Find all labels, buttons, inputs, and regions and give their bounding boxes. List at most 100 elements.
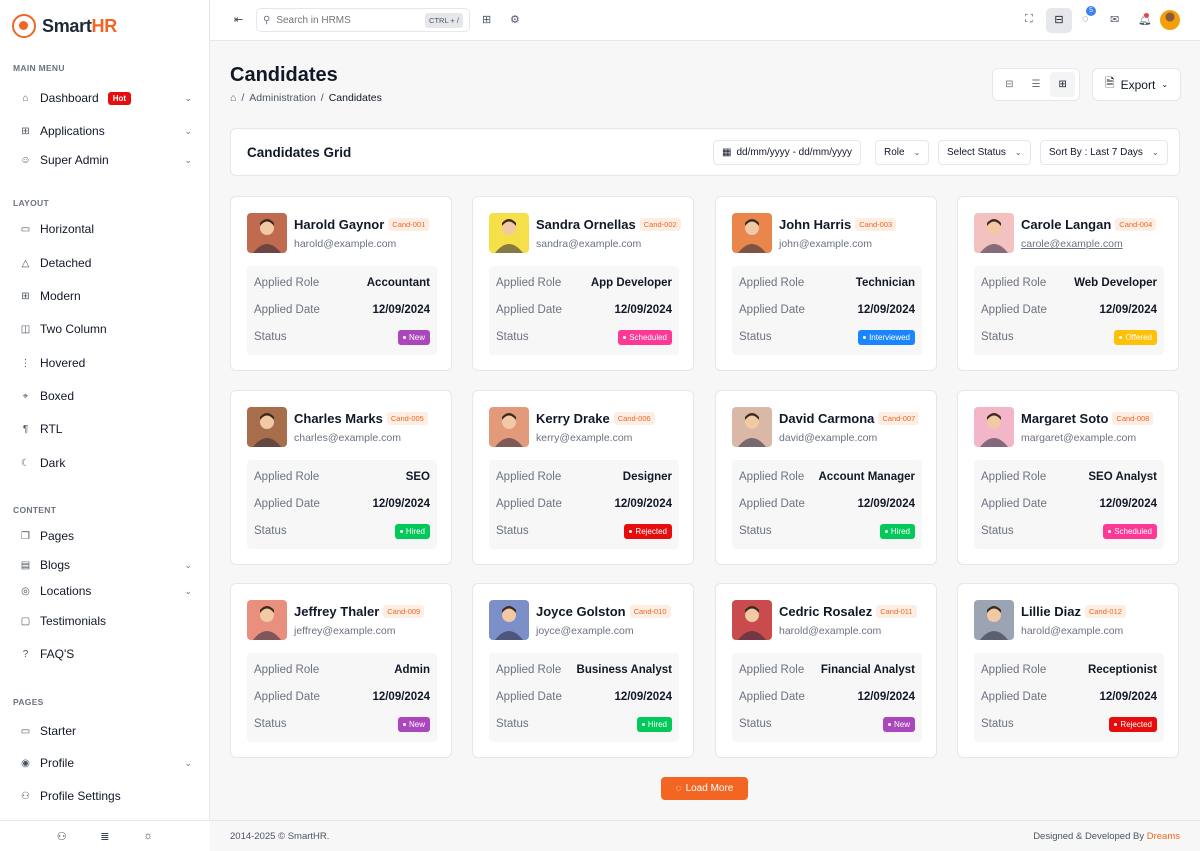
collapse-sidebar-icon[interactable]: ⇤ — [234, 14, 244, 26]
user-avatar[interactable] — [1160, 10, 1180, 30]
logo[interactable]: SmartHR — [12, 12, 117, 40]
candidate-photo[interactable] — [489, 600, 529, 640]
candidate-name[interactable]: Margaret Soto Cand-008 — [1021, 411, 1154, 426]
sidebar-item-profile[interactable]: ◉ Profile ⌄ — [21, 756, 192, 770]
breadcrumb-administration[interactable]: Administration — [249, 92, 316, 104]
candidate-card[interactable]: Carole Langan Cand-004 carole@example.com A… — [957, 196, 1179, 371]
users-icon[interactable]: ⚇ — [56, 830, 67, 843]
sidebar-item-blogs[interactable]: ▤ Blogs ⌄ — [20, 558, 192, 572]
chevron-down-icon: ⌄ — [1151, 148, 1159, 157]
candidate-email[interactable]: jeffrey@example.com — [294, 625, 396, 637]
candidate-card[interactable]: Lillie Diaz Cand-012 harold@example.com App… — [957, 583, 1179, 758]
candidate-card[interactable]: Cedric Rosalez Cand-011 harold@example.com… — [715, 583, 937, 758]
apps-grid-icon[interactable]: ⊞ — [482, 14, 492, 26]
candidate-name[interactable]: Charles Marks Cand-005 — [294, 411, 428, 426]
sidebar-item-dashboard[interactable]: ⌂ Dashboard Hot ⌄ — [20, 87, 192, 109]
status-filter[interactable]: Select Status ⌄ — [938, 140, 1031, 165]
candidate-card[interactable]: Harold Gaynor Cand-001 harold@example.com A… — [230, 196, 452, 371]
sidebar-item-dark[interactable]: ☾ Dark — [21, 456, 66, 470]
candidate-email[interactable]: john@example.com — [779, 238, 872, 250]
candidate-email[interactable]: harold@example.com — [294, 238, 397, 250]
candidate-card[interactable]: Kerry Drake Cand-006 kerry@example.com Appl… — [472, 390, 694, 565]
layout-switch-icon[interactable]: ⊟ — [1046, 8, 1072, 33]
file-export-icon: 🗎︎ — [1104, 76, 1115, 90]
candidate-photo[interactable] — [732, 213, 772, 253]
candidate-photo[interactable] — [489, 213, 529, 253]
sidebar-item-two-column[interactable]: ◫ Two Column — [20, 322, 107, 336]
sidebar-item-locations[interactable]: ◎ Locations ⌄ — [21, 584, 192, 598]
search-input[interactable] — [276, 14, 407, 26]
list-view-icon[interactable]: ☰ — [1031, 79, 1041, 90]
candidate-photo[interactable] — [732, 600, 772, 640]
export-dropdown[interactable]: 🗎︎ Export ⌄ — [1092, 68, 1181, 101]
sidebar-item-modern[interactable]: ⊞ Modern — [21, 289, 81, 303]
candidate-card[interactable]: Sandra Ornellas Cand-002 sandra@example.co… — [472, 196, 694, 371]
role-filter[interactable]: Role ⌄ — [875, 140, 930, 165]
grid-view-icon[interactable]: ⊞ — [1050, 72, 1076, 97]
sidebar-item-boxed[interactable]: ⌖ Boxed — [20, 385, 192, 407]
candidate-email[interactable]: joyce@example.com — [536, 625, 634, 637]
candidate-card[interactable]: Jeffrey Thaler Cand-009 jeffrey@example.co… — [230, 583, 452, 758]
sidebar-item-super-admin[interactable]: ☺ Super Admin ⌄ — [20, 153, 192, 167]
candidate-photo[interactable] — [247, 407, 287, 447]
candidate-email[interactable]: david@example.com — [779, 432, 878, 444]
status-label: Status — [496, 718, 529, 730]
candidate-name[interactable]: John Harris Cand-003 — [779, 217, 897, 232]
candidate-card[interactable]: Margaret Soto Cand-008 margaret@example.co… — [957, 390, 1179, 565]
chat-icon[interactable]: ◌ — [1082, 13, 1089, 25]
sidebar-item-detached[interactable]: △ Detached — [21, 256, 92, 270]
load-more-button[interactable]: ◌ Load More — [661, 777, 748, 800]
status-badge: Scheduled — [618, 329, 672, 345]
sidebar-item-faqs[interactable]: ? FAQ'S — [20, 643, 192, 665]
candidate-card[interactable]: Joyce Golston Cand-010 joyce@example.com Ap… — [472, 583, 694, 758]
home-icon[interactable]: ⌂ — [230, 92, 237, 104]
candidate-email[interactable]: carole@example.com — [1021, 238, 1123, 250]
candidate-name[interactable]: Lillie Diaz Cand-012 — [1021, 604, 1126, 619]
candidate-email[interactable]: kerry@example.com — [536, 432, 633, 444]
candidate-name[interactable]: Carole Langan Cand-004 — [1021, 217, 1157, 232]
candidate-name[interactable]: David Carmona Cand-007 — [779, 411, 920, 426]
candidate-name[interactable]: Harold Gaynor Cand-001 — [294, 217, 430, 232]
candidate-photo[interactable] — [732, 407, 772, 447]
sidebar-item-starter[interactable]: ▭ Starter — [20, 724, 77, 738]
fullscreen-icon[interactable]: ⛶ — [1025, 13, 1033, 25]
candidate-email[interactable]: charles@example.com — [294, 432, 401, 444]
sidebar-item-pages[interactable]: ❐ Pages — [21, 529, 75, 543]
status-label: Status — [981, 718, 1014, 730]
applied-date-label: Applied Date — [739, 691, 805, 703]
candidate-name[interactable]: Sandra Ornellas Cand-002 — [536, 217, 681, 232]
candidate-card[interactable]: John Harris Cand-003 john@example.com Appli… — [715, 196, 937, 371]
candidate-name[interactable]: Cedric Rosalez Cand-011 — [779, 604, 917, 619]
chevron-down-icon: ⌄ — [1014, 148, 1022, 157]
candidate-name[interactable]: Jeffrey Thaler Cand-009 — [294, 604, 425, 619]
candidate-email[interactable]: harold@example.com — [1021, 625, 1124, 637]
credit-link[interactable]: Dreams — [1146, 831, 1180, 842]
candidate-email[interactable]: harold@example.com — [779, 625, 882, 637]
sidebar-item-hovered[interactable]: ⋮ Hovered — [20, 356, 86, 370]
sidebar-item-applications[interactable]: ⊞ Applications ⌄ — [21, 124, 192, 138]
candidate-email[interactable]: margaret@example.com — [1021, 432, 1137, 444]
candidate-photo[interactable] — [974, 407, 1014, 447]
candidate-photo[interactable] — [974, 213, 1014, 253]
candidate-email[interactable]: sandra@example.com — [536, 238, 642, 250]
sidebar-item-profile-settings[interactable]: ⚇ Profile Settings — [21, 789, 121, 803]
candidate-photo[interactable] — [489, 407, 529, 447]
sidebar-item-rtl[interactable]: ¶ RTL — [20, 418, 192, 440]
mail-icon[interactable]: ✉ — [1110, 14, 1120, 26]
search-box[interactable]: ⚲ CTRL + / — [256, 8, 470, 32]
sidebar-item-testimonials[interactable]: ▢ Testimonials — [20, 614, 107, 628]
candidate-photo[interactable] — [247, 600, 287, 640]
sidebar-item-horizontal[interactable]: ▭ Horizontal — [20, 222, 95, 236]
candidate-photo[interactable] — [247, 213, 287, 253]
settings-icon[interactable]: ⚙ — [510, 14, 520, 26]
candidate-card[interactable]: David Carmona Cand-007 david@example.com Ap… — [715, 390, 937, 565]
candidate-name[interactable]: Kerry Drake Cand-006 — [536, 411, 655, 426]
candidate-name[interactable]: Joyce Golston Cand-010 — [536, 604, 671, 619]
date-range-picker[interactable]: ▦ dd/mm/yyyy - dd/mm/yyyy — [713, 140, 862, 165]
sun-icon[interactable]: ☼ — [143, 830, 154, 842]
candidate-photo[interactable] — [974, 600, 1014, 640]
sort-dropdown[interactable]: Sort By : Last 7 Days ⌄ — [1040, 140, 1168, 165]
kanban-view-icon[interactable]: ⊟ — [1005, 79, 1014, 90]
list-icon[interactable]: ≣ — [100, 830, 110, 843]
candidate-card[interactable]: Charles Marks Cand-005 charles@example.com… — [230, 390, 452, 565]
